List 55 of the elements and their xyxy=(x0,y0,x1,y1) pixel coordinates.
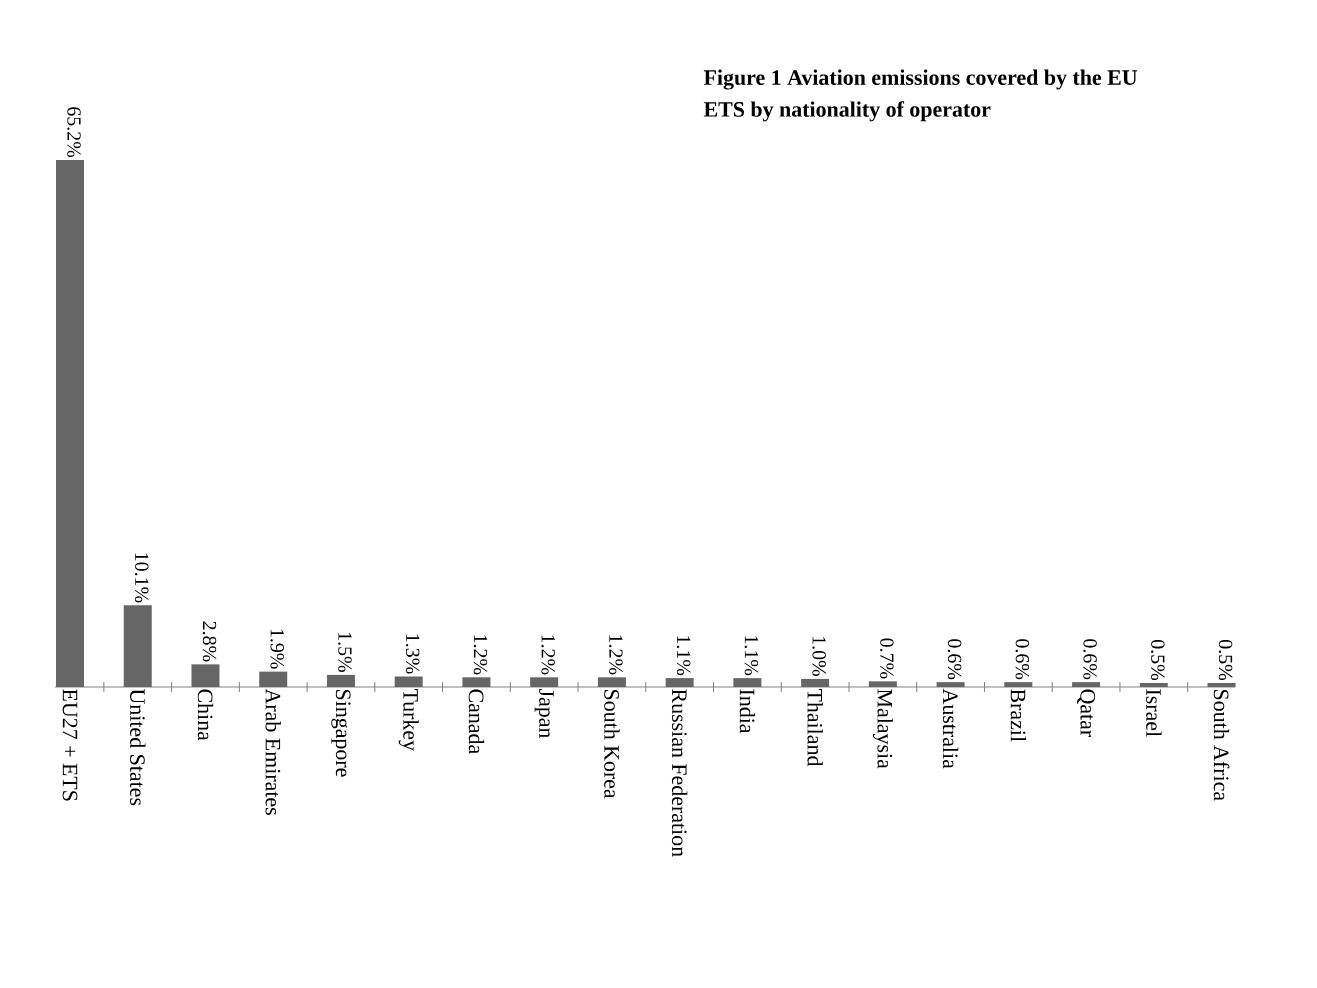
data-label: 0.6% xyxy=(947,639,962,680)
chart-title: Figure 1 Aviation emissions covered by the EU ETS by nationality of operator xyxy=(703,69,1138,122)
x-tick-label: Thailand xyxy=(807,688,823,767)
bar xyxy=(326,674,355,687)
x-tick-label: EU27 + ETS xyxy=(62,689,78,801)
bar xyxy=(123,605,152,687)
x-tick-label: China xyxy=(197,689,214,741)
data-label: 2.8% xyxy=(202,621,217,662)
data-label: 65.2% xyxy=(67,107,81,158)
x-tick-label: South Korea xyxy=(604,689,620,799)
data-label: 0.5% xyxy=(1151,640,1165,681)
data-label: 1.1% xyxy=(744,636,759,676)
bar xyxy=(1139,682,1168,687)
bar xyxy=(259,671,288,687)
x-tick-label: Singapore xyxy=(331,689,351,777)
bar xyxy=(462,677,491,687)
data-label: 1.0% xyxy=(812,636,826,677)
bar xyxy=(868,681,897,687)
bar xyxy=(936,682,965,687)
x-tick-label: Turkey xyxy=(398,688,419,751)
x-tick-label: Canada xyxy=(468,689,485,754)
x-tick-label: United States xyxy=(130,688,146,806)
data-label: 1.3% xyxy=(405,634,420,674)
x-tick-label: Russian Federation xyxy=(671,689,688,857)
x-tick-label: Australia xyxy=(942,688,959,769)
bar xyxy=(801,678,830,687)
x-tick-label: Malaysia xyxy=(872,689,893,769)
data-label: 1.5% xyxy=(338,632,352,672)
data-label: 1.9% xyxy=(270,629,284,669)
x-tick-label: India xyxy=(739,689,756,734)
x-tick-label: South Africa xyxy=(1213,689,1230,801)
data-label: 1.2% xyxy=(541,635,555,675)
bar xyxy=(1207,682,1236,687)
bar xyxy=(665,678,694,687)
data-label: 0.7% xyxy=(880,638,894,679)
bar xyxy=(733,678,762,687)
bar xyxy=(394,676,423,687)
x-tick-label: Arab Emirates xyxy=(265,688,281,815)
x-tick-label: Israel xyxy=(1146,689,1162,737)
bar xyxy=(530,677,559,687)
bar xyxy=(1004,682,1033,687)
x-tick-label: Qatar xyxy=(1077,689,1096,738)
x-tick-label: Japan xyxy=(534,688,554,739)
data-label: 10.1% xyxy=(134,553,149,603)
data-label: 0.6% xyxy=(1015,639,1030,680)
bar xyxy=(597,677,626,687)
data-label: 0.6% xyxy=(1083,639,1097,680)
data-label: 0.5% xyxy=(1218,640,1233,681)
bar xyxy=(56,159,84,687)
bar xyxy=(1072,682,1101,687)
data-label: 1.2% xyxy=(609,635,623,675)
x-tick-label: Brazil xyxy=(1010,689,1027,742)
data-label: 1.1% xyxy=(676,636,691,676)
bar xyxy=(191,664,220,687)
data-label: 1.2% xyxy=(473,635,488,675)
